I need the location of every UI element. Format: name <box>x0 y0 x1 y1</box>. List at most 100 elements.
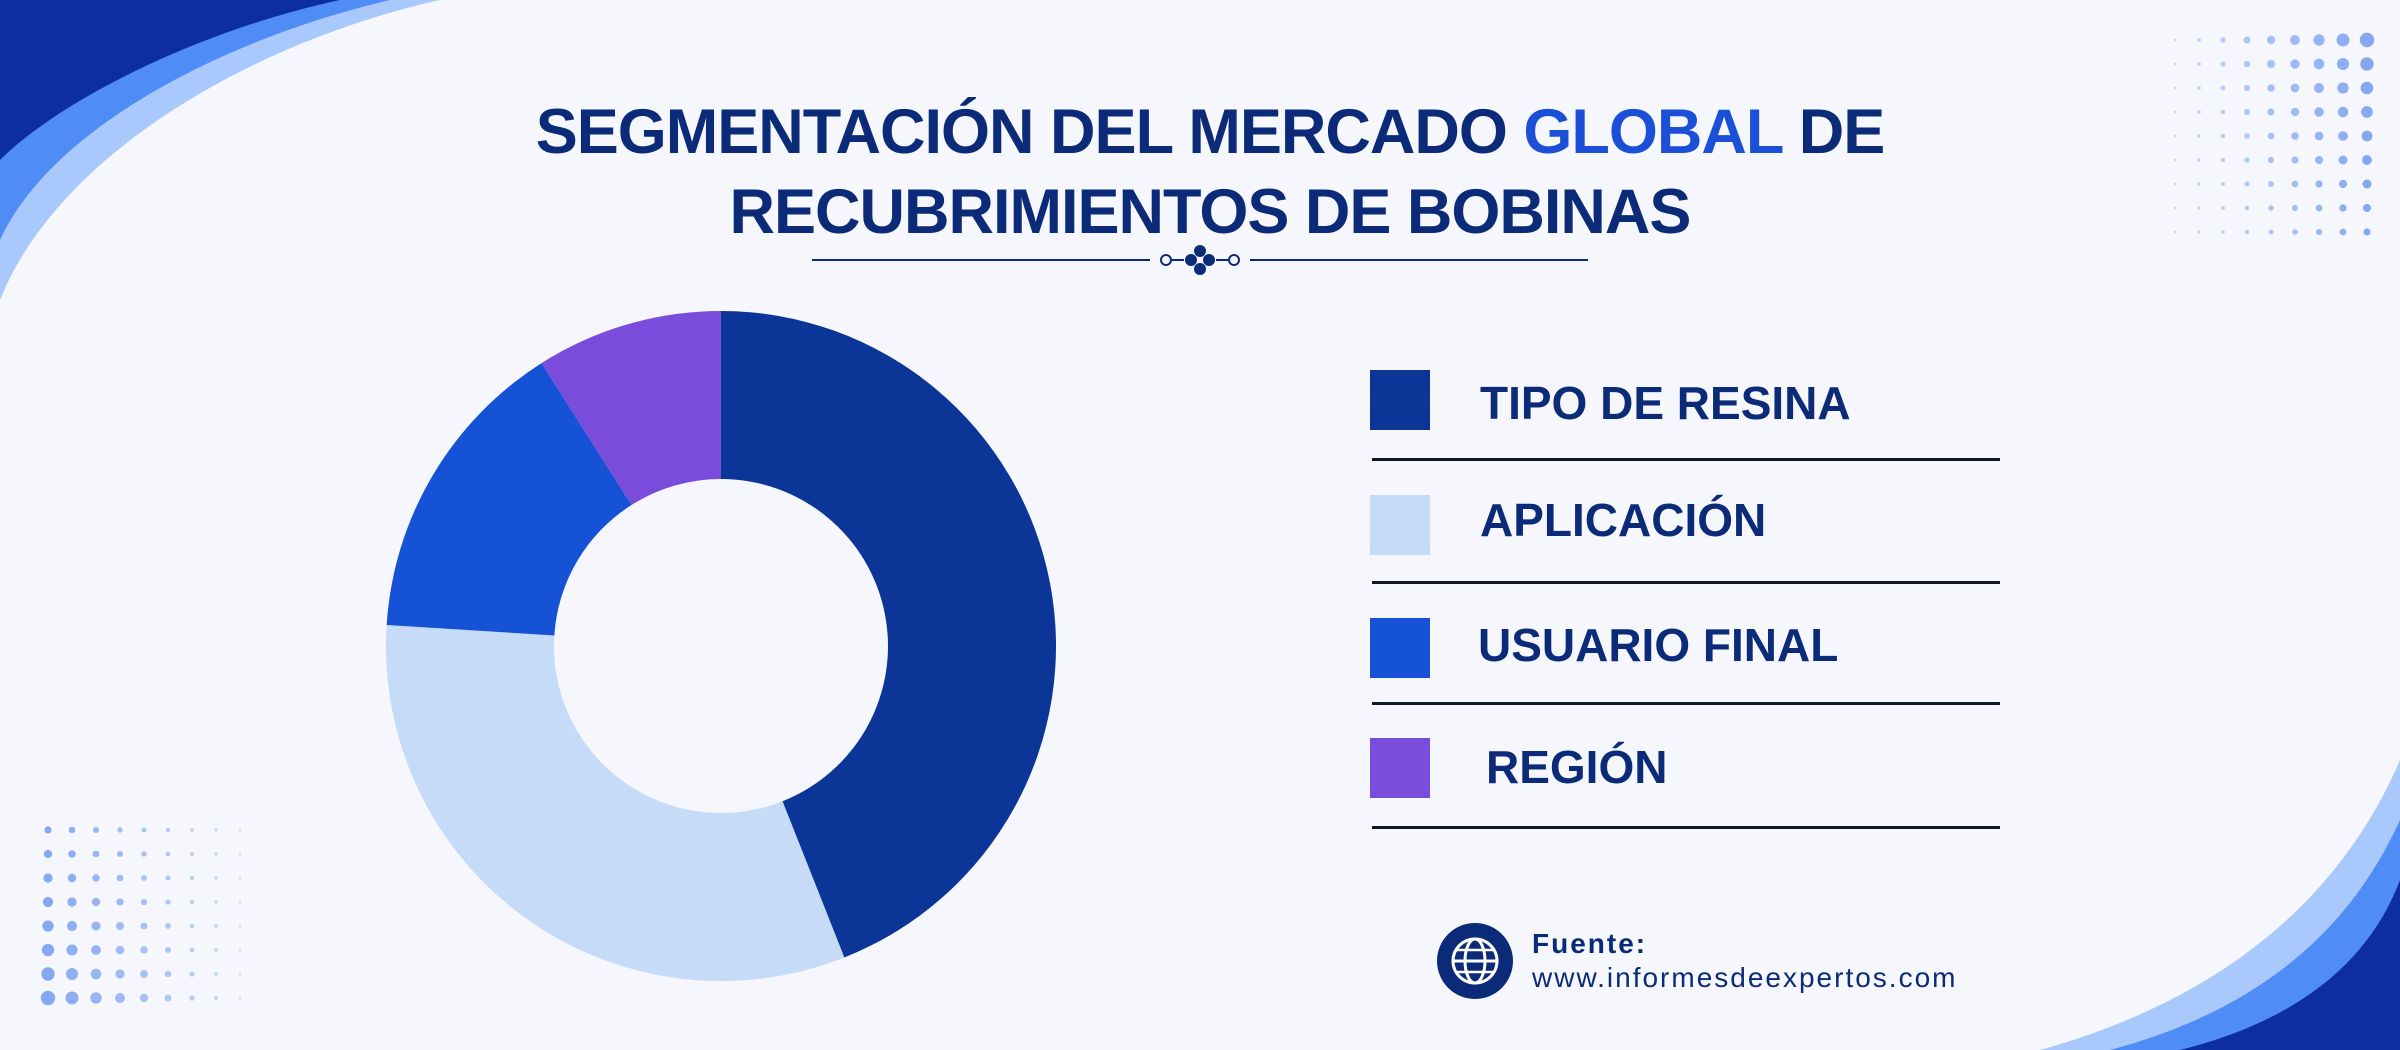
decor-dot <box>165 851 171 857</box>
decor-dot <box>67 873 77 883</box>
legend-item-region: REGIÓN <box>1370 728 2010 848</box>
decor-dot <box>2197 230 2201 234</box>
decor-dot <box>2220 133 2226 139</box>
decor-dot <box>116 874 124 882</box>
legend-divider <box>1372 826 2000 829</box>
decor-dot <box>165 923 171 929</box>
donut-slice-3 <box>541 311 721 505</box>
flower-ornament-icon <box>1185 245 1215 275</box>
decor-dot <box>2267 108 2275 116</box>
decor-dot <box>2336 33 2350 47</box>
decor-dot <box>2244 133 2250 139</box>
decor-dot <box>2267 60 2275 68</box>
decor-dot <box>2290 35 2300 45</box>
decor-dot <box>91 897 101 907</box>
decor-dot <box>238 900 242 904</box>
donut-slice-0 <box>721 311 1057 958</box>
decor-dot <box>165 899 171 905</box>
decor-dot <box>40 990 56 1006</box>
decor-dot <box>2314 131 2324 141</box>
decor-dot <box>140 970 148 978</box>
decor-dot <box>2361 106 2373 118</box>
decor-dot <box>2173 62 2177 66</box>
decor-dot <box>2362 179 2372 189</box>
decor-dot <box>238 876 242 880</box>
decor-dot <box>90 992 102 1004</box>
decor-dot <box>2244 109 2250 115</box>
decor-dot <box>2359 32 2375 48</box>
decor-dot <box>2362 203 2372 213</box>
decor-dot <box>189 923 195 929</box>
decor-dot <box>65 991 79 1005</box>
title-line1-end: DE <box>1782 97 1886 167</box>
decor-dot <box>68 826 76 834</box>
decor-dot <box>2339 228 2347 236</box>
decor-dot <box>2290 107 2300 117</box>
decor-dot <box>2363 228 2371 236</box>
decor-dot <box>116 922 124 930</box>
decor-dot <box>2336 57 2350 71</box>
decor-dot <box>214 828 218 832</box>
decor-dot <box>2360 81 2374 95</box>
decor-dot <box>2173 86 2177 90</box>
legend-divider <box>1372 702 2000 705</box>
decor-dot <box>2220 85 2226 91</box>
decor-dot <box>2244 229 2250 235</box>
decor-dot <box>140 898 148 906</box>
decor-dot <box>2197 110 2201 114</box>
decor-dot <box>2197 62 2201 66</box>
decor-dot <box>214 996 218 1000</box>
decor-dot <box>2197 158 2201 162</box>
decor-dot <box>2173 182 2177 186</box>
decor-dot <box>2292 205 2298 211</box>
decor-dot <box>66 968 78 980</box>
decor-dot <box>2244 205 2250 211</box>
decor-dot <box>115 969 125 979</box>
legend-swatch <box>1370 738 1430 798</box>
decor-dot <box>2360 57 2374 71</box>
decor-dot <box>2220 157 2226 163</box>
decor-dot <box>2339 204 2347 212</box>
decor-dot <box>2338 155 2348 165</box>
decor-dot <box>2290 59 2300 69</box>
decor-dot <box>2221 206 2225 210</box>
decor-dot <box>2291 132 2299 140</box>
decor-dot <box>2337 82 2349 94</box>
decor-dot <box>68 850 76 858</box>
decor-dot <box>2291 180 2299 188</box>
decor-dot <box>2197 86 2201 90</box>
decor-dot <box>2268 229 2274 235</box>
decor-dot <box>2220 181 2226 187</box>
decor-dot <box>214 876 218 880</box>
decor-dot <box>43 849 53 859</box>
source-label: Fuente: <box>1532 928 1648 959</box>
decor-dot <box>2361 130 2373 142</box>
decor-dot <box>238 924 242 928</box>
decor-dot <box>2220 61 2226 67</box>
decor-dot <box>214 948 218 952</box>
decor-dot <box>91 921 101 931</box>
decor-dot <box>189 971 195 977</box>
decor-dot <box>164 946 172 954</box>
legend-swatch <box>1370 618 1430 678</box>
globe-icon <box>1437 923 1513 999</box>
decor-dot <box>2337 106 2349 118</box>
source-url[interactable]: www.informesdeexpertos.com <box>1532 962 1958 993</box>
legend-swatch <box>1370 370 1430 430</box>
decor-dot <box>2291 156 2299 164</box>
decor-dot <box>214 900 218 904</box>
decor-dot <box>67 897 77 907</box>
decor-dot <box>189 875 195 881</box>
decor-dot <box>2338 131 2348 141</box>
page-title: SEGMENTACIÓN DEL MERCADO GLOBAL DE RECUB… <box>400 92 2020 252</box>
decor-dot <box>115 945 125 955</box>
decor-dot <box>66 920 78 932</box>
decor-dot <box>42 920 54 932</box>
decor-dot <box>2173 110 2177 114</box>
legend-label: REGIÓN <box>1486 741 1668 793</box>
decor-dot <box>43 873 53 883</box>
decor-dot <box>140 922 148 930</box>
decor-dot <box>2221 230 2225 234</box>
